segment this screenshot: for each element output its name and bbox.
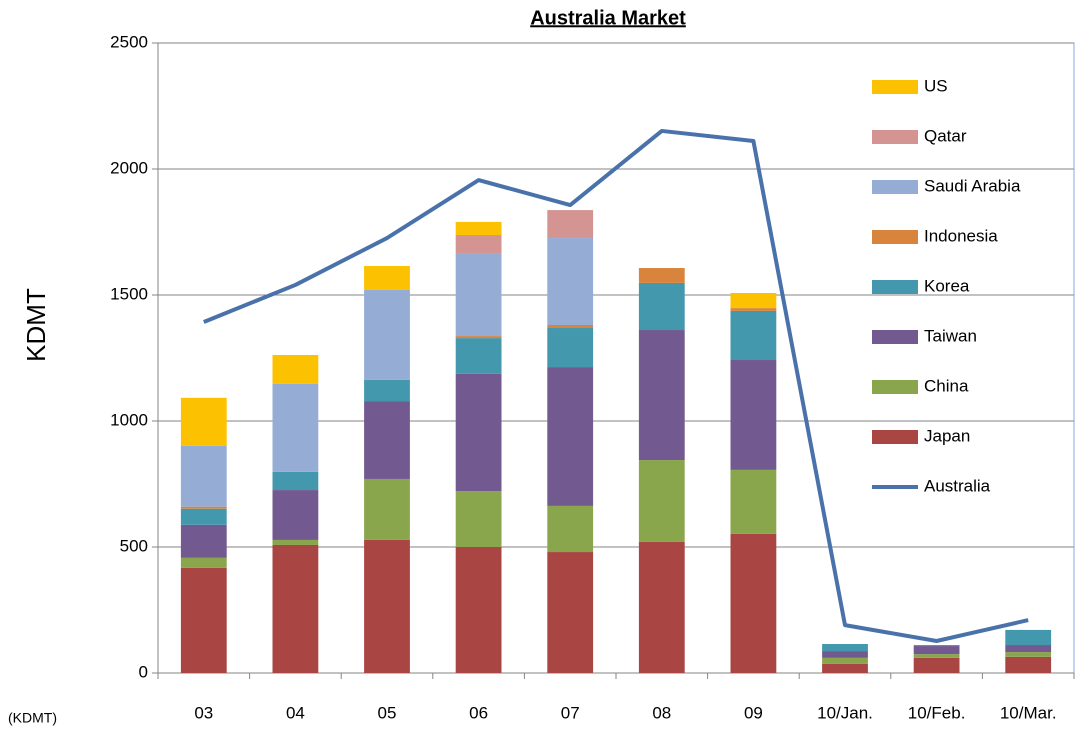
bar-segment xyxy=(455,336,502,339)
legend-swatch xyxy=(872,430,918,444)
bar-segment xyxy=(547,324,594,329)
bar-segment xyxy=(1005,645,1052,653)
bar-segment xyxy=(364,266,410,290)
bar-segment xyxy=(1005,656,1052,673)
y-tick-label: 2000 xyxy=(110,158,148,177)
x-tick-label: 10/Mar. xyxy=(1000,703,1057,722)
y-tick-label: 1000 xyxy=(110,410,148,429)
bar-segment xyxy=(730,533,777,673)
bar-segment xyxy=(913,654,960,658)
bar-segment xyxy=(913,645,960,647)
bar-segment xyxy=(638,541,685,673)
bar-segment xyxy=(272,490,319,540)
x-tick-label: 06 xyxy=(469,703,488,722)
bar-segment xyxy=(730,310,777,361)
x-tick-label: 07 xyxy=(561,703,580,722)
bar-segment xyxy=(547,210,594,239)
y-tick-label: 2500 xyxy=(110,32,148,51)
legend-label: Australia xyxy=(924,476,991,495)
line-series xyxy=(203,128,1029,643)
bar-segment xyxy=(180,557,227,568)
bar-segment xyxy=(272,383,319,472)
unit-note: (KDMT) xyxy=(8,710,57,726)
y-axis-label: KDMT xyxy=(21,288,51,362)
legend-label: Indonesia xyxy=(924,226,998,245)
legend-swatch xyxy=(872,330,918,344)
bar-segment xyxy=(822,651,868,658)
x-tick-label: 10/Jan. xyxy=(817,703,873,722)
legend-swatch xyxy=(872,130,918,144)
legend-swatch xyxy=(872,180,918,194)
bar-segment xyxy=(547,367,594,506)
bar-segment xyxy=(730,360,777,470)
bar-segment xyxy=(455,235,502,254)
bar-segment xyxy=(455,338,502,374)
x-tick-label: 04 xyxy=(286,703,305,722)
bar-segment xyxy=(547,238,594,325)
bar-segment xyxy=(822,663,868,673)
bar-segment xyxy=(272,539,319,545)
legend-swatch xyxy=(872,380,918,394)
bar-segment xyxy=(180,397,227,446)
legend-label: Korea xyxy=(924,276,970,295)
bar-segment xyxy=(730,292,777,309)
bar-segment xyxy=(364,401,410,479)
bar-segment xyxy=(547,552,594,673)
bar-segment xyxy=(455,221,502,236)
bar-segment xyxy=(180,508,227,525)
bar-segment xyxy=(822,644,868,652)
bar-segment xyxy=(1005,629,1052,646)
y-tick-label: 1500 xyxy=(110,284,148,303)
bar-segment xyxy=(547,328,594,368)
bar-segment xyxy=(822,657,868,664)
legend-label: Saudi Arabia xyxy=(924,176,1021,195)
bar-segment xyxy=(180,506,227,509)
x-tick-label: 05 xyxy=(378,703,397,722)
bar-segment xyxy=(364,379,410,402)
bar-segment xyxy=(180,524,227,558)
bar-segment xyxy=(1005,652,1052,657)
x-tick-label: 03 xyxy=(194,703,213,722)
y-tick-label: 0 xyxy=(139,662,148,681)
bar-segment xyxy=(913,657,960,673)
chart-title: Australia Market xyxy=(530,7,686,29)
bar-segment xyxy=(455,491,502,547)
legend-swatch xyxy=(872,80,918,94)
x-tick-label: 10/Feb. xyxy=(908,703,966,722)
bar-segment xyxy=(364,539,410,673)
bar-segment xyxy=(180,445,227,507)
bar-segment xyxy=(180,567,227,673)
legend-label: China xyxy=(924,376,969,395)
bar-segment xyxy=(730,469,777,534)
bar-segment xyxy=(272,471,319,491)
legend-label: Qatar xyxy=(924,126,967,145)
bar-segment xyxy=(638,330,685,461)
bar-segment xyxy=(364,289,410,380)
bar-segment xyxy=(364,478,410,540)
bar-segment xyxy=(547,505,594,553)
bar-segment xyxy=(638,460,685,542)
bar-segment xyxy=(455,253,502,337)
y-tick-label: 500 xyxy=(120,536,148,555)
bar-segment xyxy=(272,544,319,673)
bar-segment xyxy=(730,308,777,311)
legend-swatch xyxy=(872,230,918,244)
bar-segment xyxy=(455,547,502,673)
legend-swatch xyxy=(872,280,918,294)
x-tick-label: 08 xyxy=(652,703,671,722)
legend-label: Taiwan xyxy=(924,326,977,345)
bar-segment xyxy=(638,282,685,331)
bar-segment xyxy=(455,373,502,492)
legend-label: US xyxy=(924,76,948,95)
bar-segment xyxy=(638,268,685,283)
bar-segment xyxy=(272,354,319,384)
x-tick-label: 09 xyxy=(744,703,763,722)
legend-label: Japan xyxy=(924,426,970,445)
bar-segment xyxy=(913,646,960,655)
